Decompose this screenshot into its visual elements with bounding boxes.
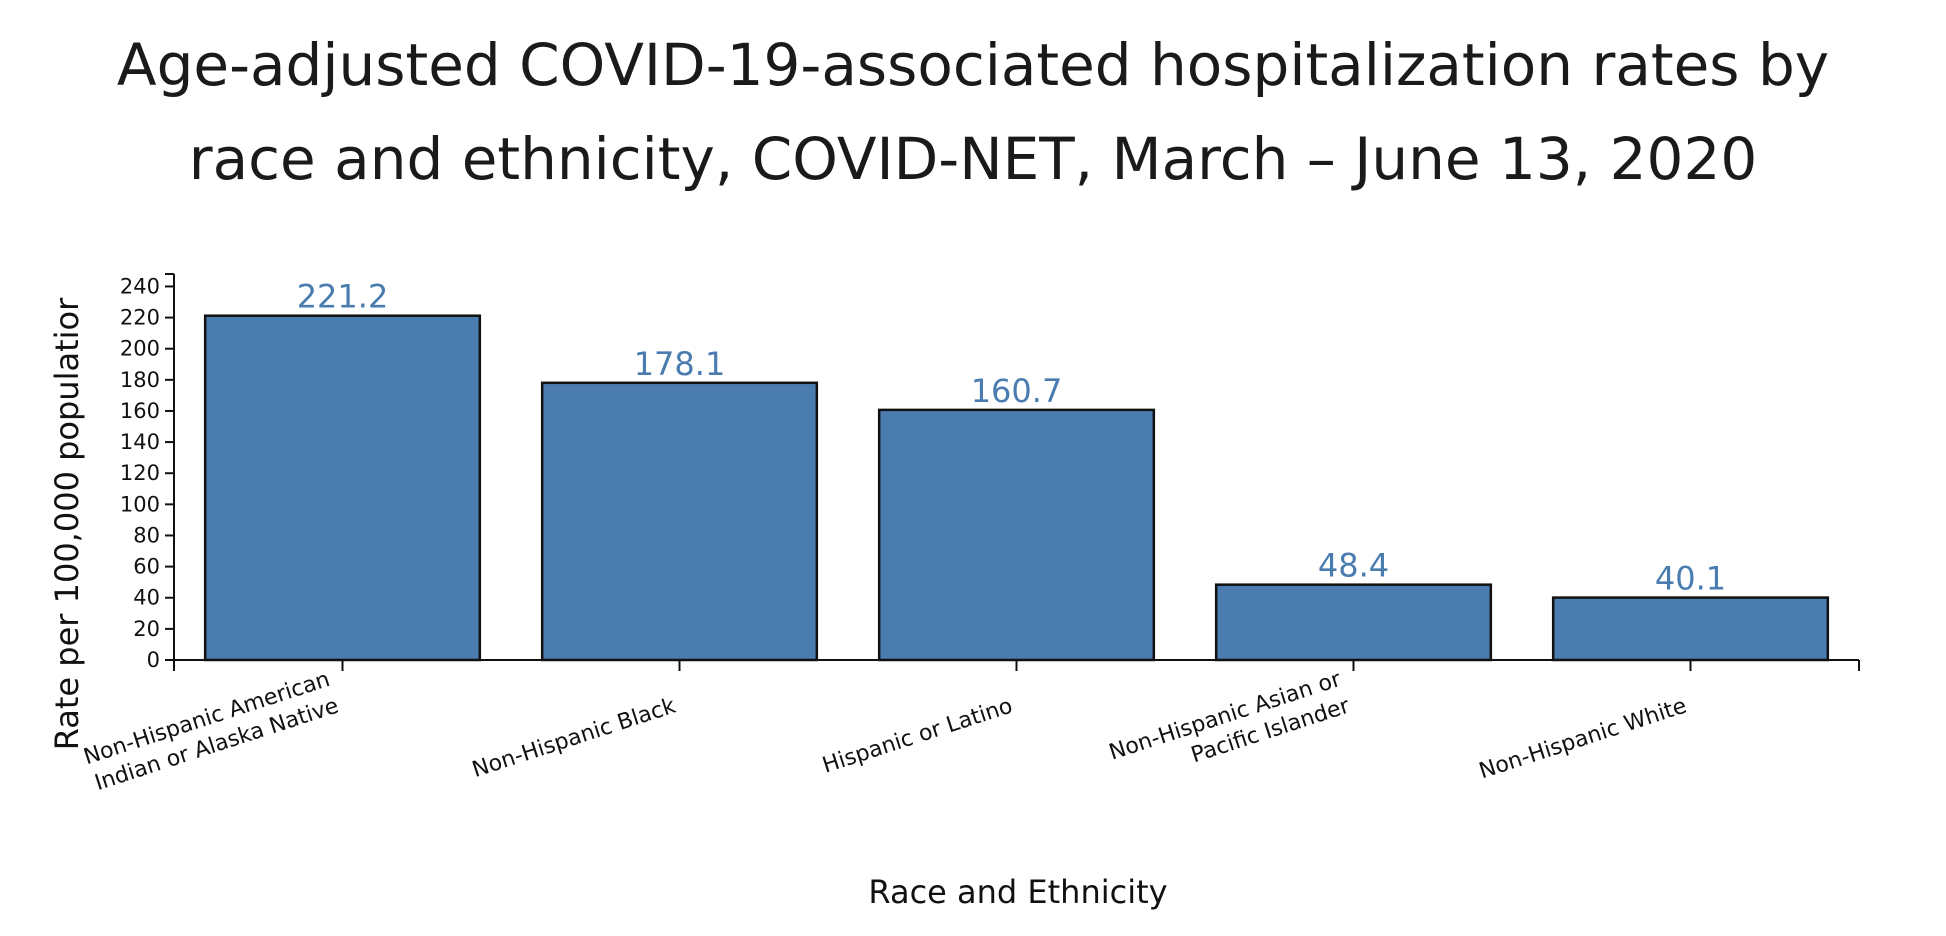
category-label: Non-Hispanic White	[1476, 694, 1690, 785]
chart-title-line-2: race and ethnicity, COVID-NET, March – J…	[188, 125, 1758, 193]
data-label: 48.4	[1318, 547, 1389, 585]
data-labels: 221.2 178.1 160.7 48.4 40.1	[297, 278, 1726, 598]
data-label: 40.1	[1655, 560, 1726, 598]
data-label: 221.2	[297, 278, 389, 316]
category-label-line: Non-Hispanic White	[1476, 694, 1690, 785]
y-axis-title: Rate per 100,000 populatior	[48, 297, 86, 750]
bar	[877, 408, 1156, 662]
bars	[203, 314, 1830, 662]
chart-title: Age-adjusted COVID-19-associated hospita…	[0, 18, 1946, 206]
x-axis-title: Race and Ethnicity	[868, 873, 1167, 911]
y-tick-label: 180	[120, 368, 160, 392]
data-label: 160.7	[971, 372, 1063, 410]
y-tick-label: 20	[133, 617, 160, 641]
y-tick-label: 220	[120, 306, 160, 330]
bar	[1551, 596, 1830, 662]
y-tick-label: 100	[120, 492, 160, 516]
y-tick-label: 160	[120, 399, 160, 423]
y-axis: 0 20 40 60 80 100 120 140 160 180 200 220 240	[120, 273, 175, 672]
category-label-line: Hispanic or Latino	[820, 694, 1016, 779]
chart-title-line-1: Age-adjusted COVID-19-associated hospita…	[116, 31, 1830, 99]
data-label: 178.1	[634, 345, 726, 383]
y-tick-label: 140	[120, 430, 160, 454]
y-tick-label: 80	[133, 523, 160, 547]
y-tick-label: 200	[120, 337, 160, 361]
x-axis	[173, 659, 1860, 671]
y-tick-label: 0	[147, 648, 160, 672]
category-label: Hispanic or Latino	[820, 694, 1016, 779]
bar	[540, 381, 819, 662]
y-tick-label: 40	[133, 586, 160, 610]
y-tick-label: 60	[133, 555, 160, 579]
bar	[203, 314, 482, 662]
y-tick-label: 240	[120, 274, 160, 298]
category-label-line: Non-Hispanic Black	[469, 694, 679, 783]
y-tick-label: 120	[120, 461, 160, 485]
category-label: Non-Hispanic Black	[469, 694, 679, 783]
bar	[1214, 583, 1493, 662]
